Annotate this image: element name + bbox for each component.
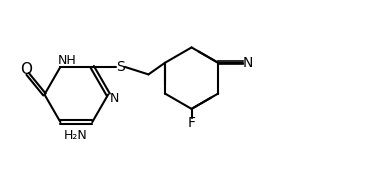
Text: O: O [20,62,32,77]
Text: H₂N: H₂N [64,129,87,142]
Text: S: S [116,60,125,74]
Text: F: F [188,116,196,130]
Text: N: N [110,92,120,105]
Text: NH: NH [58,54,77,67]
Text: N: N [243,56,253,70]
